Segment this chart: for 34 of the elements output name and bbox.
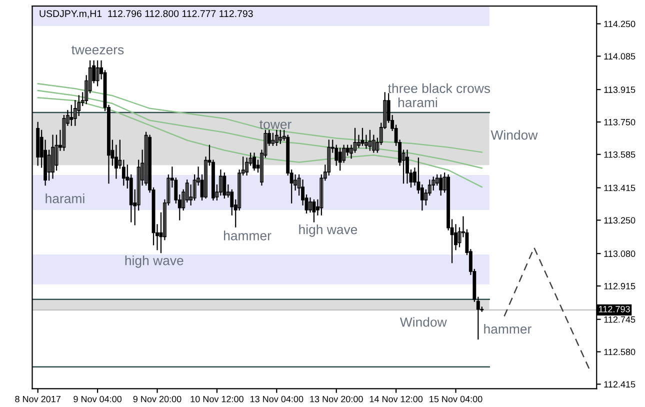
annotation: Window [490, 130, 538, 140]
annotation: high wave [299, 224, 358, 237]
y-tick-label: 112.580 [604, 348, 636, 356]
x-tick-label: 9 Nov 20:00 [133, 396, 182, 402]
x-tick-label: 15 Nov 04:00 [430, 396, 482, 402]
y-tick-label: 114.250 [604, 20, 636, 28]
annotation: high wave [125, 256, 184, 268]
y-tick-label: 113.915 [604, 86, 636, 93]
annotation: three black crows [388, 83, 490, 94]
y-tick-label: 113.585 [604, 151, 636, 158]
annotation: hammer [224, 230, 272, 240]
annotation: harami [46, 194, 84, 204]
x-tick-label: 8 Nov 2017 [15, 396, 60, 402]
y-tick-label: 112.415 [604, 381, 636, 388]
y-tick-label: 114.085 [604, 53, 636, 60]
annotation: Window [400, 317, 447, 327]
ref-line-label: 112.793 [599, 306, 630, 312]
annotation: harami [398, 98, 437, 108]
chart-title: USDJPY.m,H1 112.796 112.800 112.777 112.793 [40, 10, 253, 18]
y-tick-label: 112.745 [604, 316, 636, 323]
annotation: tweezers [72, 46, 124, 54]
x-tick-label: 14 Nov 12:00 [370, 396, 423, 402]
x-tick-label: 13 Nov 20:00 [310, 396, 363, 402]
annotation: hammer [484, 324, 532, 334]
line-series [37, 97, 483, 188]
y-tick-label: 113.750 [604, 118, 636, 126]
x-tick-label: 9 Nov 04:00 [74, 396, 122, 402]
y-tick-label: 112.915 [604, 282, 636, 290]
x-tick-label: 10 Nov 12:00 [190, 396, 244, 402]
y-tick-label: 113.415 [604, 184, 636, 192]
x-tick-label: 13 Nov 04:00 [250, 396, 304, 402]
y-tick-label: 113.080 [604, 250, 636, 257]
annotation: tower [260, 120, 292, 130]
y-tick-label: 113.250 [604, 217, 636, 224]
